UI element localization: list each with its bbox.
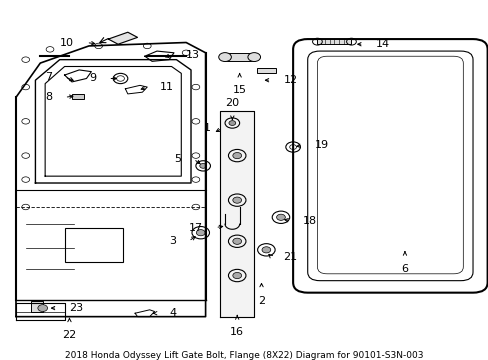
Text: 9: 9	[89, 73, 96, 84]
Text: 10: 10	[60, 37, 74, 48]
Circle shape	[232, 238, 241, 244]
Text: 5: 5	[174, 154, 181, 164]
Text: 22: 22	[62, 330, 77, 340]
Text: 12: 12	[283, 75, 297, 85]
Text: 18: 18	[302, 216, 316, 226]
Circle shape	[262, 247, 270, 253]
Circle shape	[200, 163, 206, 168]
Circle shape	[228, 121, 235, 125]
Polygon shape	[220, 111, 254, 317]
Text: 21: 21	[283, 252, 297, 262]
Circle shape	[232, 197, 241, 203]
Text: 7: 7	[45, 72, 52, 82]
Text: 23: 23	[69, 303, 83, 313]
Bar	[30, 301, 42, 311]
Text: 3: 3	[169, 236, 176, 246]
Text: 4: 4	[169, 308, 176, 318]
Circle shape	[232, 153, 241, 159]
Circle shape	[218, 53, 231, 62]
Bar	[317, 39, 351, 44]
Text: 6: 6	[401, 264, 407, 274]
Text: 2: 2	[258, 296, 264, 306]
Text: 19: 19	[314, 140, 328, 150]
Circle shape	[247, 53, 260, 62]
Circle shape	[196, 230, 204, 236]
Text: 11: 11	[159, 82, 173, 92]
Text: 2018 Honda Odyssey Lift Gate Bolt, Flange (8X22) Diagram for 90101-S3N-003: 2018 Honda Odyssey Lift Gate Bolt, Flang…	[65, 351, 423, 360]
Text: 15: 15	[232, 85, 246, 95]
Text: 16: 16	[230, 327, 244, 337]
Text: 20: 20	[225, 98, 239, 108]
Bar	[224, 53, 254, 61]
Circle shape	[232, 273, 241, 279]
Text: 1: 1	[203, 123, 210, 133]
Text: 14: 14	[375, 39, 389, 49]
Bar	[72, 94, 84, 99]
Polygon shape	[108, 32, 137, 44]
Bar	[256, 68, 276, 73]
Bar	[64, 228, 122, 262]
Text: 17: 17	[189, 222, 203, 233]
Text: 13: 13	[186, 50, 200, 59]
Text: 8: 8	[45, 92, 52, 102]
Circle shape	[38, 305, 47, 311]
Circle shape	[276, 214, 285, 220]
